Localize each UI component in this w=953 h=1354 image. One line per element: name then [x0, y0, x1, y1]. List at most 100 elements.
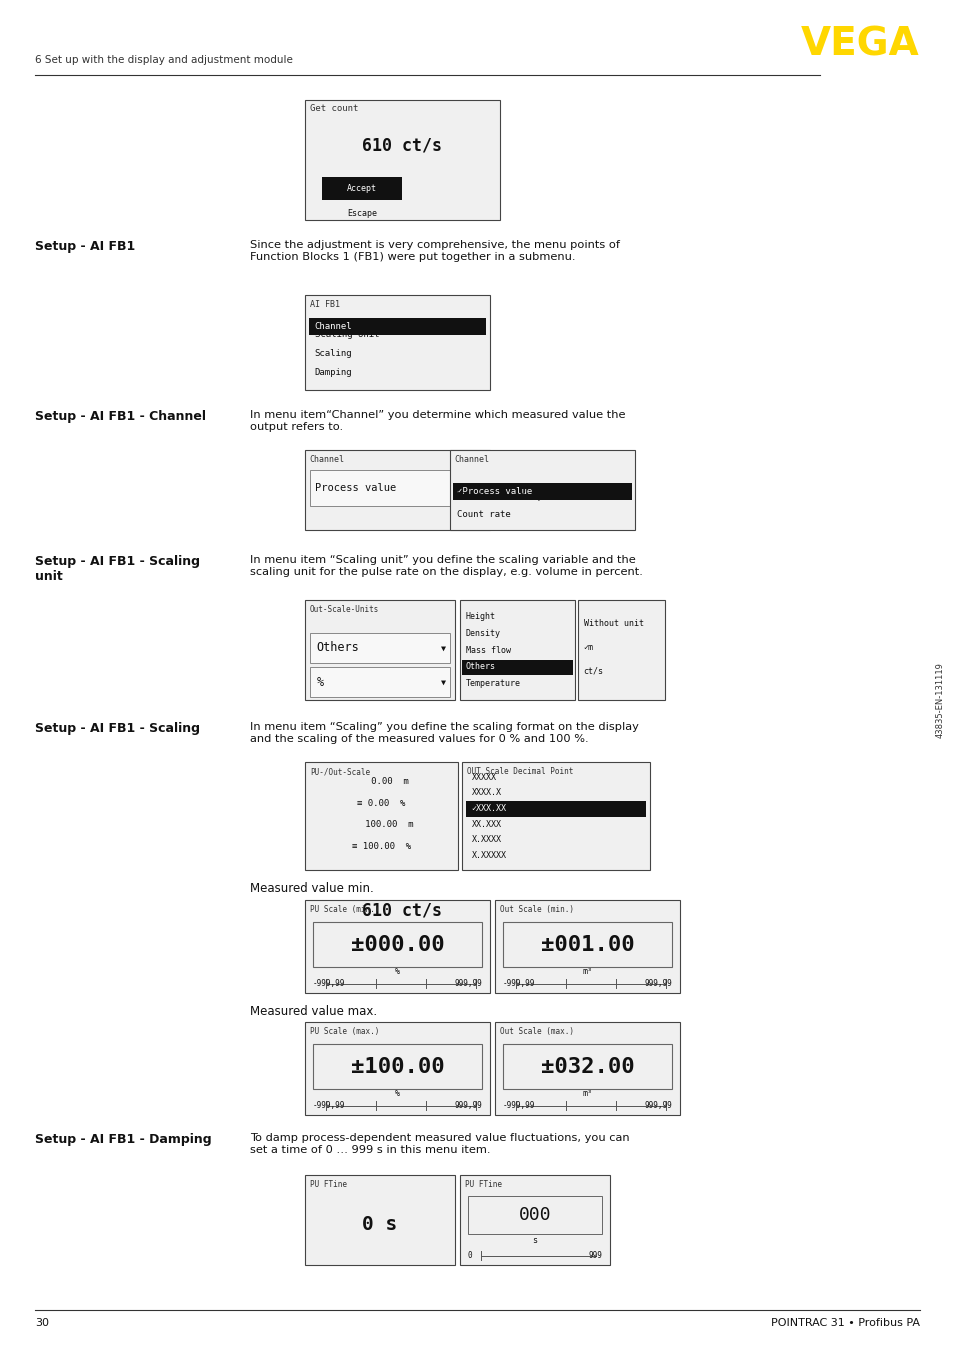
- Bar: [305, 100, 499, 219]
- Text: In menu item“Channel” you determine which measured value the
output refers to.: In menu item“Channel” you determine whic…: [250, 410, 625, 432]
- Bar: [578, 600, 664, 700]
- Bar: [467, 1196, 601, 1233]
- Text: Density: Density: [465, 628, 500, 638]
- Text: Escape: Escape: [347, 209, 376, 218]
- Text: Channel: Channel: [455, 455, 489, 464]
- Text: PU FTine: PU FTine: [310, 1181, 346, 1189]
- Text: 610 ct/s: 610 ct/s: [362, 137, 442, 154]
- Bar: [465, 802, 645, 816]
- Text: Process value: Process value: [315, 483, 396, 493]
- Bar: [305, 450, 490, 529]
- Text: Mass flow: Mass flow: [465, 646, 510, 654]
- Text: 6 Set up with the display and adjustment module: 6 Set up with the display and adjustment…: [35, 56, 293, 65]
- Bar: [322, 176, 402, 199]
- Text: 43835-EN-131119: 43835-EN-131119: [935, 662, 943, 738]
- Bar: [305, 900, 490, 992]
- Text: XXXX.X: XXXX.X: [471, 788, 501, 798]
- Text: VEGA: VEGA: [801, 24, 919, 64]
- Text: -999,99: -999,99: [502, 979, 535, 988]
- Text: m³: m³: [582, 1089, 592, 1098]
- Text: ≡ 0.00  %: ≡ 0.00 %: [357, 799, 405, 807]
- Bar: [310, 634, 450, 663]
- Text: 999,99: 999,99: [644, 979, 672, 988]
- Bar: [313, 922, 482, 967]
- Text: Channel: Channel: [310, 455, 344, 464]
- Text: AI FB1: AI FB1: [310, 301, 339, 310]
- Text: POINTRAC 31 • Profibus PA: POINTRAC 31 • Profibus PA: [770, 1317, 919, 1328]
- Text: ✓Process value: ✓Process value: [456, 486, 532, 496]
- Text: Channel: Channel: [314, 322, 352, 330]
- Text: Setup - AI FB1 - Scaling
unit: Setup - AI FB1 - Scaling unit: [35, 555, 200, 584]
- Text: 610 ct/s: 610 ct/s: [362, 902, 442, 919]
- Bar: [502, 1044, 672, 1089]
- Text: 0.00  m: 0.00 m: [355, 777, 408, 785]
- Text: ±000.00: ±000.00: [351, 934, 444, 955]
- Text: ▼: ▼: [440, 677, 446, 686]
- Text: Out Scale (min.): Out Scale (min.): [499, 906, 573, 914]
- Bar: [495, 900, 679, 992]
- Text: %: %: [395, 967, 399, 976]
- Bar: [461, 762, 649, 871]
- Text: Since the adjustment is very comprehensive, the menu points of
Function Blocks 1: Since the adjustment is very comprehensi…: [250, 240, 619, 261]
- Text: 000: 000: [518, 1205, 551, 1224]
- Text: ±100.00: ±100.00: [351, 1056, 444, 1076]
- Bar: [502, 922, 672, 967]
- Text: X.XXXXX: X.XXXXX: [471, 850, 506, 860]
- Text: Others: Others: [465, 662, 496, 672]
- Text: X.XXXX: X.XXXX: [471, 835, 501, 845]
- Text: s: s: [532, 1236, 537, 1246]
- Text: 30: 30: [35, 1317, 49, 1328]
- Bar: [305, 1175, 455, 1265]
- Text: ±001.00: ±001.00: [540, 934, 634, 955]
- Text: Count rate: Count rate: [456, 510, 510, 520]
- Text: Out-Scale-Units: Out-Scale-Units: [310, 605, 378, 615]
- Bar: [459, 600, 575, 700]
- Bar: [450, 450, 635, 529]
- Bar: [459, 1175, 609, 1265]
- Text: 999,99: 999,99: [455, 1101, 482, 1110]
- Text: ▼: ▼: [440, 643, 446, 653]
- Text: -999,99: -999,99: [313, 1101, 345, 1110]
- Bar: [305, 295, 490, 390]
- Text: Accept: Accept: [347, 184, 376, 192]
- Text: In menu item “Scaling unit” you define the scaling variable and the
scaling unit: In menu item “Scaling unit” you define t…: [250, 555, 642, 577]
- Text: PU Scale (max.): PU Scale (max.): [310, 1028, 378, 1036]
- Text: -999,99: -999,99: [313, 979, 345, 988]
- Text: Measured value min.: Measured value min.: [250, 881, 374, 895]
- Text: Get count: Get count: [310, 104, 357, 114]
- Bar: [453, 483, 632, 500]
- Text: ▼: ▼: [473, 483, 477, 493]
- Bar: [495, 1022, 679, 1114]
- Text: ≡ 100.00  %: ≡ 100.00 %: [352, 842, 411, 850]
- Text: PU Scale (min.): PU Scale (min.): [310, 906, 378, 914]
- Text: %: %: [395, 1089, 399, 1098]
- Text: Others: Others: [316, 642, 359, 654]
- Bar: [461, 659, 573, 676]
- Text: In menu item “Scaling” you define the scaling format on the display
and the scal: In menu item “Scaling” you define the sc…: [250, 722, 639, 743]
- Bar: [305, 762, 457, 871]
- Text: 999,99: 999,99: [644, 1101, 672, 1110]
- Text: Setup - AI FB1 - Scaling: Setup - AI FB1 - Scaling: [35, 722, 200, 735]
- Text: 999: 999: [588, 1251, 601, 1261]
- Bar: [310, 668, 450, 697]
- Text: Height: Height: [465, 612, 496, 621]
- Text: XX.XXX: XX.XXX: [471, 819, 501, 829]
- Text: Scaling: Scaling: [314, 349, 352, 359]
- Text: To damp process-dependent measured value fluctuations, you can
set a time of 0 …: To damp process-dependent measured value…: [250, 1133, 629, 1155]
- Text: Setup - AI FB1 - Damping: Setup - AI FB1 - Damping: [35, 1133, 212, 1145]
- Text: Electronics temp.: Electronics temp.: [456, 492, 547, 501]
- Text: 100.00  m: 100.00 m: [349, 821, 414, 829]
- Text: OUT Scale Decimal Point: OUT Scale Decimal Point: [466, 768, 573, 776]
- Bar: [305, 600, 455, 700]
- Text: ct/s: ct/s: [583, 668, 603, 676]
- Text: Setup - AI FB1: Setup - AI FB1: [35, 240, 135, 253]
- Text: %: %: [316, 676, 323, 688]
- Text: ±032.00: ±032.00: [540, 1056, 634, 1076]
- Text: 0: 0: [467, 1251, 472, 1261]
- Bar: [305, 1022, 490, 1114]
- Text: ✓m: ✓m: [583, 643, 593, 653]
- Text: Temperature: Temperature: [465, 678, 520, 688]
- Bar: [310, 470, 485, 506]
- Bar: [309, 318, 486, 334]
- Bar: [313, 1044, 482, 1089]
